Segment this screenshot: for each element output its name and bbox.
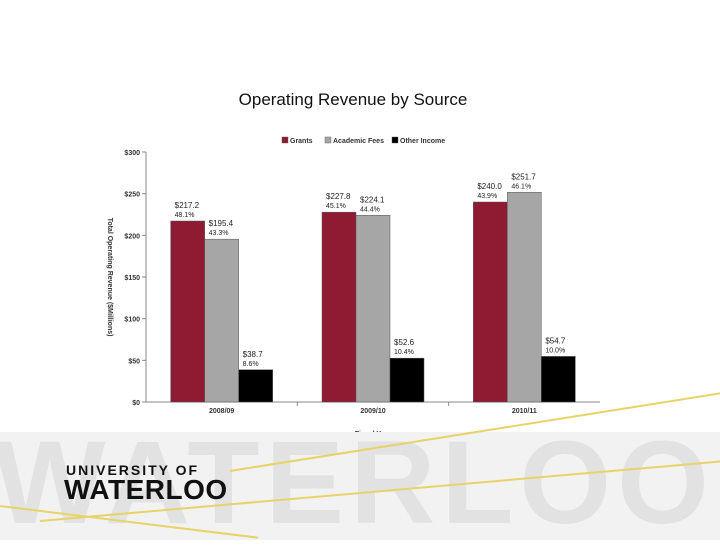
- bar-percent-label: 44.4%: [360, 206, 380, 213]
- bar-other-income: [238, 369, 273, 403]
- legend-label: Grants: [290, 138, 313, 145]
- bar-value-label: $227.8: [326, 192, 351, 201]
- bar-percent-label: 46.1%: [511, 183, 531, 190]
- bar-grants: [170, 220, 205, 403]
- y-tick-label: $50: [128, 358, 140, 365]
- bar-value-label: $52.6: [394, 338, 415, 347]
- bar-value-label: $195.4: [209, 219, 234, 228]
- bar-percent-label: 10.0%: [545, 347, 565, 354]
- y-axis-label: Total Operating Revenue ($Millions): [106, 218, 113, 337]
- bar-percent-label: 8.6%: [243, 361, 259, 368]
- bar-value-label: $217.2: [175, 201, 200, 210]
- legend-label: Academic Fees: [333, 138, 384, 145]
- bar-value-label: $251.7: [511, 172, 536, 181]
- bar-other-income: [541, 356, 576, 403]
- legend-label: Other Income: [400, 138, 445, 145]
- watermark: WATERLOO: [0, 418, 720, 548]
- y-tick-label: $0: [132, 400, 140, 407]
- x-tick-label: 2010/11: [512, 408, 537, 415]
- bar-value-label: $224.1: [360, 195, 385, 204]
- y-tick-label: $150: [124, 275, 140, 282]
- revenue-bar-chart: $0 $50 $100 $150 $200 $250 $300 Total Operating…: [106, 136, 600, 438]
- bar-academic-fees: [355, 215, 391, 403]
- y-tick-label: $100: [124, 317, 140, 324]
- logo-university-of: UNIVERSITY OF: [66, 462, 200, 478]
- x-tick-label: 2008/09: [209, 408, 234, 415]
- slide-title: Operating Revenue by Source: [238, 90, 468, 109]
- y-tick-label: $250: [124, 192, 140, 199]
- bar-percent-label: 45.1%: [326, 203, 346, 210]
- logo-waterloo: WATERLOO: [64, 474, 228, 505]
- legend-swatch: [281, 136, 289, 144]
- bar-percent-label: 48.1%: [175, 212, 195, 219]
- bar-percent-label: 10.4%: [394, 349, 414, 356]
- bar-value-label: $38.7: [243, 350, 264, 359]
- bar-academic-fees: [507, 192, 542, 403]
- watermark-text: WATERLOO: [0, 418, 715, 548]
- bar-percent-label: 43.9%: [477, 193, 497, 200]
- legend-swatch: [324, 136, 332, 144]
- y-tick-label: $300: [124, 150, 140, 157]
- bar-academic-fees: [204, 238, 239, 403]
- bar-percent-label: 43.3%: [209, 230, 229, 237]
- bar-value-label: $54.7: [545, 336, 566, 345]
- y-tick-label: $200: [124, 233, 140, 240]
- bar-other-income: [389, 357, 425, 403]
- x-tick-label: 2009/10: [360, 408, 385, 415]
- bar-grants: [473, 201, 508, 403]
- legend-swatch: [391, 136, 399, 144]
- bar-value-label: $240.0: [477, 182, 502, 191]
- bar-grants: [321, 211, 357, 403]
